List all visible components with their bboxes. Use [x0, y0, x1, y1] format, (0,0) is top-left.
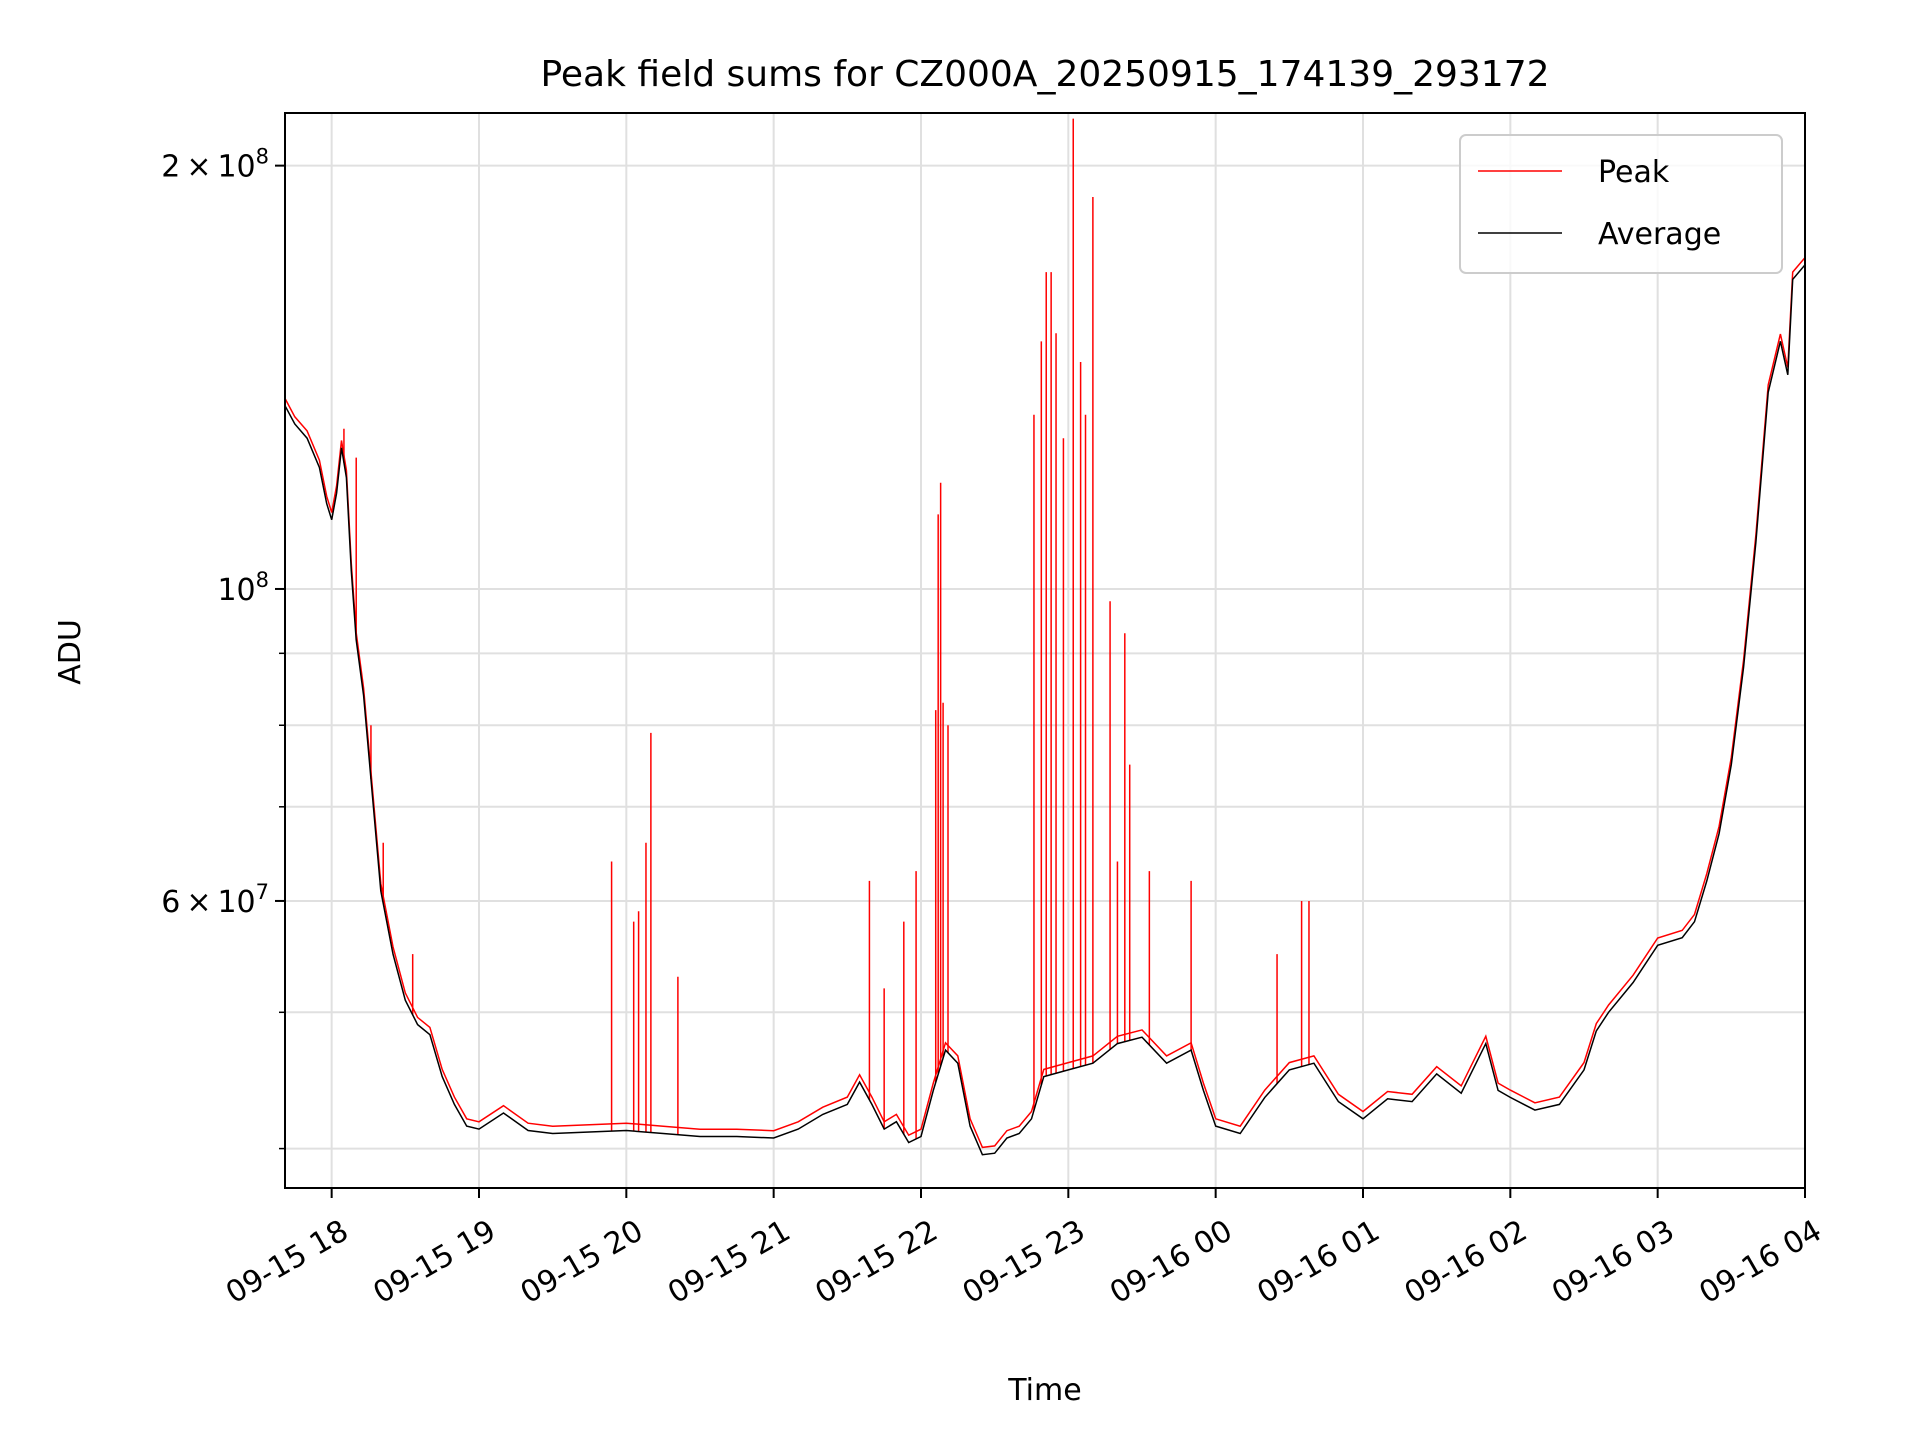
y-axis-label: ADU	[53, 619, 88, 685]
series-layer	[285, 118, 1805, 1156]
legend-label-average: Average	[1598, 217, 1721, 252]
y-tick-label: 2 × 108	[161, 145, 269, 185]
x-axis-label: Time	[1007, 1373, 1081, 1408]
y-axis-ticks: 6 × 107 108 2 × 108	[161, 145, 285, 1150]
legend: Peak Average	[1459, 134, 1783, 274]
legend-box	[1459, 134, 1783, 274]
plot-frame	[284, 112, 1806, 1189]
series-peak-line	[285, 257, 1805, 1149]
y-tick-label: 108	[217, 568, 269, 608]
series-average-line	[285, 264, 1805, 1156]
chart-title: Peak field sums for CZ000A_20250915_1741…	[540, 54, 1549, 95]
legend-label-peak: Peak	[1598, 155, 1670, 190]
y-tick-label: 6 × 107	[161, 880, 269, 920]
